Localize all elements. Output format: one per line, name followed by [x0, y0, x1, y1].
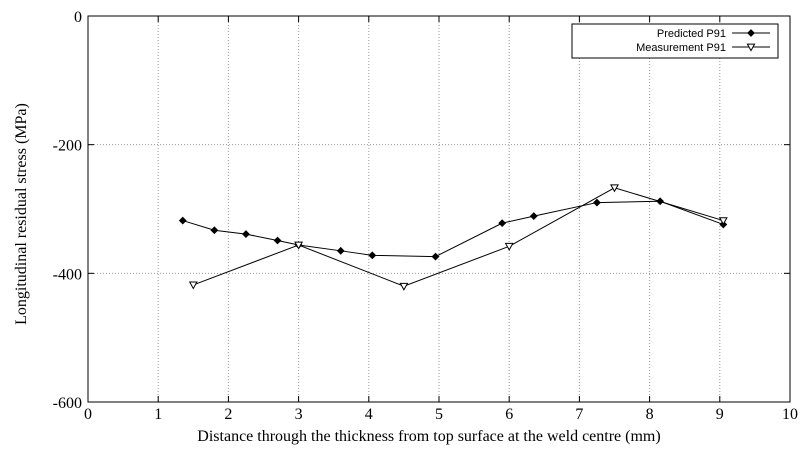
data-point-predicted: [273, 236, 282, 245]
legend-label-measurement: Measurement P91: [636, 42, 726, 54]
y-tick-label: -600: [53, 395, 82, 412]
axis-ticks: 0 1 2 3 4 5 6 7 8 9 10 0 -200 -400 -600: [53, 9, 798, 423]
data-point-predicted: [431, 252, 440, 261]
data-point-predicted: [210, 226, 219, 235]
data-point-predicted: [242, 230, 250, 238]
data-point-predicted: [178, 216, 187, 225]
x-tick-label: 10: [782, 406, 798, 423]
legend-label-predicted: Predicted P91: [657, 28, 726, 40]
x-tick-label: 7: [575, 406, 583, 423]
data-point-measurement: [718, 217, 728, 226]
data-point-measurement: [399, 282, 409, 291]
data-point-measurement: [610, 184, 619, 193]
legend-sample-measurement: [732, 43, 770, 52]
y-tick-label: 0: [74, 9, 82, 26]
x-tick-label: 8: [646, 406, 654, 423]
x-tick-label: 1: [154, 406, 162, 423]
x-tick-label: 4: [365, 406, 373, 423]
series-predicted: [178, 197, 728, 261]
x-axis-title: Distance through the thickness from top …: [197, 428, 660, 445]
data-point-predicted: [368, 251, 377, 260]
x-tick-label: 2: [224, 406, 232, 423]
grid: [88, 16, 790, 402]
data-point-measurement: [504, 242, 514, 251]
y-axis-title: Longitudinal residual stress (MPa): [13, 103, 30, 325]
x-tick-label: 6: [505, 406, 513, 423]
x-tick-label: 9: [716, 406, 724, 423]
data-point-predicted: [498, 219, 507, 228]
legend-marker-measurement: [746, 43, 756, 52]
data-point-predicted: [593, 198, 601, 207]
data-point-predicted: [336, 246, 345, 255]
series-line: [193, 187, 724, 287]
x-tick-label: 5: [435, 406, 443, 423]
y-tick-label: -200: [53, 138, 82, 155]
series-line: [182, 200, 724, 258]
legend-marker-predicted: [747, 29, 755, 37]
series-group: [178, 184, 728, 291]
y-tick-label: -400: [53, 266, 82, 283]
data-point-measurement: [188, 281, 198, 290]
data-point-measurement: [294, 241, 304, 250]
x-tick-label: 0: [84, 406, 92, 423]
data-point-predicted: [529, 212, 538, 220]
legend-box: [571, 23, 779, 59]
legend: Predicted P91 Measurement P91: [571, 23, 779, 59]
x-tick-label: 3: [295, 406, 303, 423]
series-measurement: [188, 184, 728, 291]
legend-sample-predicted: [732, 29, 770, 37]
